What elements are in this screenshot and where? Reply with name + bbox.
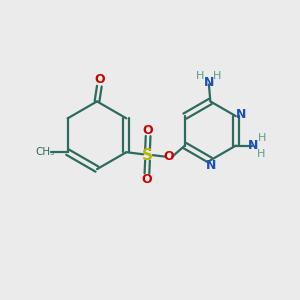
Text: CH₃: CH₃ bbox=[35, 147, 55, 157]
Text: O: O bbox=[142, 173, 152, 186]
Text: N: N bbox=[204, 76, 214, 89]
Text: O: O bbox=[143, 124, 153, 136]
Text: H: H bbox=[258, 133, 266, 143]
Text: H: H bbox=[213, 71, 221, 81]
Text: N: N bbox=[248, 139, 258, 152]
Text: N: N bbox=[206, 159, 216, 172]
Text: O: O bbox=[164, 150, 174, 163]
Text: O: O bbox=[94, 73, 105, 86]
Text: N: N bbox=[236, 108, 246, 121]
Text: H: H bbox=[196, 71, 204, 81]
Text: H: H bbox=[257, 149, 265, 159]
Text: S: S bbox=[142, 148, 153, 163]
